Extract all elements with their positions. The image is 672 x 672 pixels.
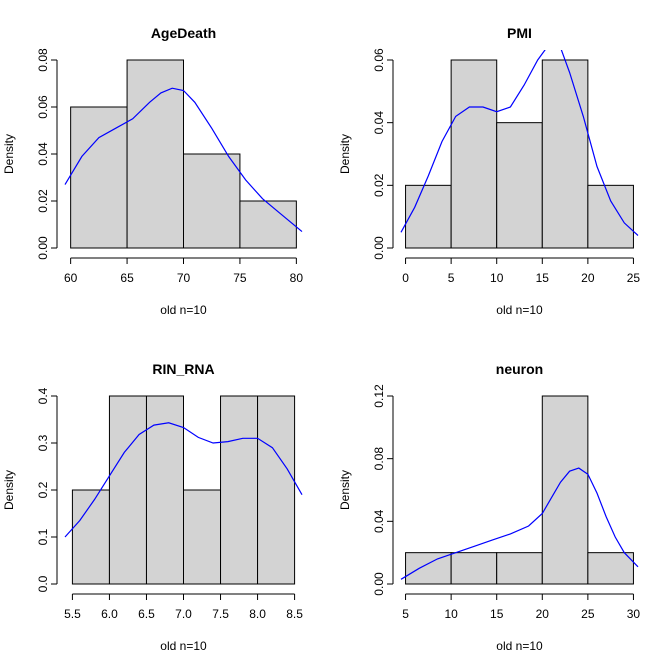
y-tick-label-pmi-3: 0.06 xyxy=(372,48,386,72)
x-axis-rin-rna: 5.5 6.0 6.5 7.0 7.5 8.0 8.5 xyxy=(64,593,303,621)
x-tick-label-rin-rna-2: 6.5 xyxy=(138,607,155,621)
density-curve-rin-rna xyxy=(64,422,303,538)
y-axis-pmi: 0.00 0.02 0.04 0.06 xyxy=(372,48,394,260)
y-axis-agedeath: 0.00 0.02 0.04 0.06 0.08 xyxy=(36,48,58,260)
bar-rin-rna-2 xyxy=(145,395,184,585)
x-axis-agedeath: 60 65 70 75 80 xyxy=(64,257,304,285)
x-tick-label-pmi-1: 5 xyxy=(448,271,455,285)
x-axis-label-rin-rna: old n=10 xyxy=(160,639,207,653)
bar-agedeath-0 xyxy=(70,106,128,249)
x-tick-label-rin-rna-3: 7.0 xyxy=(175,607,192,621)
y-axis-rin-rna: 0.0 0.1 0.2 0.3 0.4 xyxy=(36,387,58,592)
y-tick-label-rin-rna-3: 0.3 xyxy=(36,434,50,451)
x-tick-label-agedeath-2: 70 xyxy=(177,271,191,285)
bar-neuron-4 xyxy=(587,552,634,585)
y-axis-neuron: 0.00 0.04 0.08 0.12 xyxy=(372,384,394,596)
bar-pmi-1 xyxy=(450,59,498,249)
bar-neuron-3 xyxy=(541,395,589,585)
y-tick-label-agedeath-3: 0.06 xyxy=(36,95,50,119)
x-tick-label-neuron-0: 5 xyxy=(402,607,409,621)
density-curve-pmi xyxy=(400,50,639,236)
y-tick-label-neuron-3: 0.12 xyxy=(372,384,386,408)
x-tick-label-neuron-5: 30 xyxy=(627,607,641,621)
x-tick-label-neuron-3: 20 xyxy=(536,607,550,621)
bar-pmi-3 xyxy=(541,59,589,249)
x-tick-label-neuron-1: 10 xyxy=(444,607,458,621)
title-pmi: PMI xyxy=(507,25,532,41)
x-tick-label-rin-rna-4: 7.5 xyxy=(212,607,229,621)
density-curve-neuron xyxy=(400,467,639,580)
x-tick-label-rin-rna-6: 8.5 xyxy=(286,607,303,621)
bar-neuron-0 xyxy=(405,552,452,585)
panel-neuron: neuron 5 10 15 20 25 30 0.00 0.04 0.08 0.12 old n=1… xyxy=(338,361,640,653)
title-agedeath: AgeDeath xyxy=(151,25,216,41)
bar-agedeath-2 xyxy=(183,153,241,249)
x-tick-label-rin-rna-1: 6.0 xyxy=(101,607,118,621)
y-tick-label-agedeath-0: 0.00 xyxy=(36,236,50,260)
panel-pmi: PMI 0 5 10 15 20 25 0.00 0.02 0.04 0.06 old n=10 Den… xyxy=(338,25,640,317)
y-axis-label-pmi: Density xyxy=(338,134,352,174)
x-tick-label-neuron-4: 25 xyxy=(581,607,595,621)
y-tick-label-neuron-0: 0.00 xyxy=(372,572,386,596)
bar-agedeath-3 xyxy=(239,200,297,249)
bar-neuron-1 xyxy=(450,552,498,585)
x-tick-label-agedeath-1: 65 xyxy=(120,271,134,285)
panel-rin-rna: RIN_RNA 5.5 6.0 6.5 7.0 7.5 8.0 8.5 0.0 0.1 0.2 0.3… xyxy=(2,361,303,653)
y-axis-label-rin-rna: Density xyxy=(2,470,16,510)
x-tick-label-agedeath-3: 75 xyxy=(233,271,247,285)
bar-rin-rna-3 xyxy=(183,489,222,585)
bar-rin-rna-1 xyxy=(108,395,147,585)
y-tick-label-neuron-1: 0.04 xyxy=(372,509,386,533)
y-tick-label-rin-rna-4: 0.4 xyxy=(36,387,50,404)
x-axis-pmi: 0 5 10 15 20 25 xyxy=(402,257,641,285)
x-tick-label-rin-rna-0: 5.5 xyxy=(64,607,81,621)
y-tick-label-rin-rna-1: 0.1 xyxy=(36,528,50,545)
x-tick-label-pmi-4: 20 xyxy=(581,271,595,285)
x-axis-neuron: 5 10 15 20 25 30 xyxy=(402,593,641,621)
bar-rin-rna-4 xyxy=(220,395,259,585)
x-tick-label-pmi-5: 25 xyxy=(627,271,641,285)
y-tick-label-pmi-0: 0.00 xyxy=(372,236,386,260)
y-axis-label-neuron: Density xyxy=(338,470,352,510)
bar-agedeath-1 xyxy=(126,59,184,249)
x-axis-label-pmi: old n=10 xyxy=(496,303,543,317)
x-tick-label-agedeath-4: 80 xyxy=(290,271,304,285)
x-tick-label-pmi-0: 0 xyxy=(402,271,409,285)
x-tick-label-neuron-2: 15 xyxy=(490,607,504,621)
y-tick-label-neuron-2: 0.08 xyxy=(372,447,386,471)
bar-neuron-2 xyxy=(496,552,543,585)
y-tick-label-rin-rna-0: 0.0 xyxy=(36,575,50,592)
x-axis-label-neuron: old n=10 xyxy=(496,639,543,653)
x-tick-label-pmi-2: 10 xyxy=(490,271,504,285)
density-curve-agedeath xyxy=(64,87,303,233)
y-tick-label-pmi-1: 0.02 xyxy=(372,173,386,197)
y-tick-label-rin-rna-2: 0.2 xyxy=(36,481,50,498)
x-axis-label-agedeath: old n=10 xyxy=(160,303,207,317)
bar-pmi-0 xyxy=(405,184,452,249)
x-tick-label-pmi-3: 15 xyxy=(536,271,550,285)
x-tick-label-rin-rna-5: 8.0 xyxy=(249,607,266,621)
y-axis-label-agedeath: Density xyxy=(2,134,16,174)
bar-pmi-4 xyxy=(587,184,634,249)
y-tick-label-pmi-2: 0.04 xyxy=(372,111,386,135)
title-neuron: neuron xyxy=(496,361,543,377)
panel-agedeath: AgeDeath 60 65 70 75 80 0.00 0.02 0.04 0.06 0.08 ol… xyxy=(2,25,303,317)
y-tick-label-agedeath-2: 0.04 xyxy=(36,142,50,166)
bar-pmi-2 xyxy=(496,122,543,249)
bar-rin-rna-5 xyxy=(257,395,296,585)
x-tick-label-agedeath-0: 60 xyxy=(64,271,78,285)
y-tick-label-agedeath-1: 0.02 xyxy=(36,189,50,213)
y-tick-label-agedeath-4: 0.08 xyxy=(36,48,50,72)
title-rin-rna: RIN_RNA xyxy=(152,361,214,377)
